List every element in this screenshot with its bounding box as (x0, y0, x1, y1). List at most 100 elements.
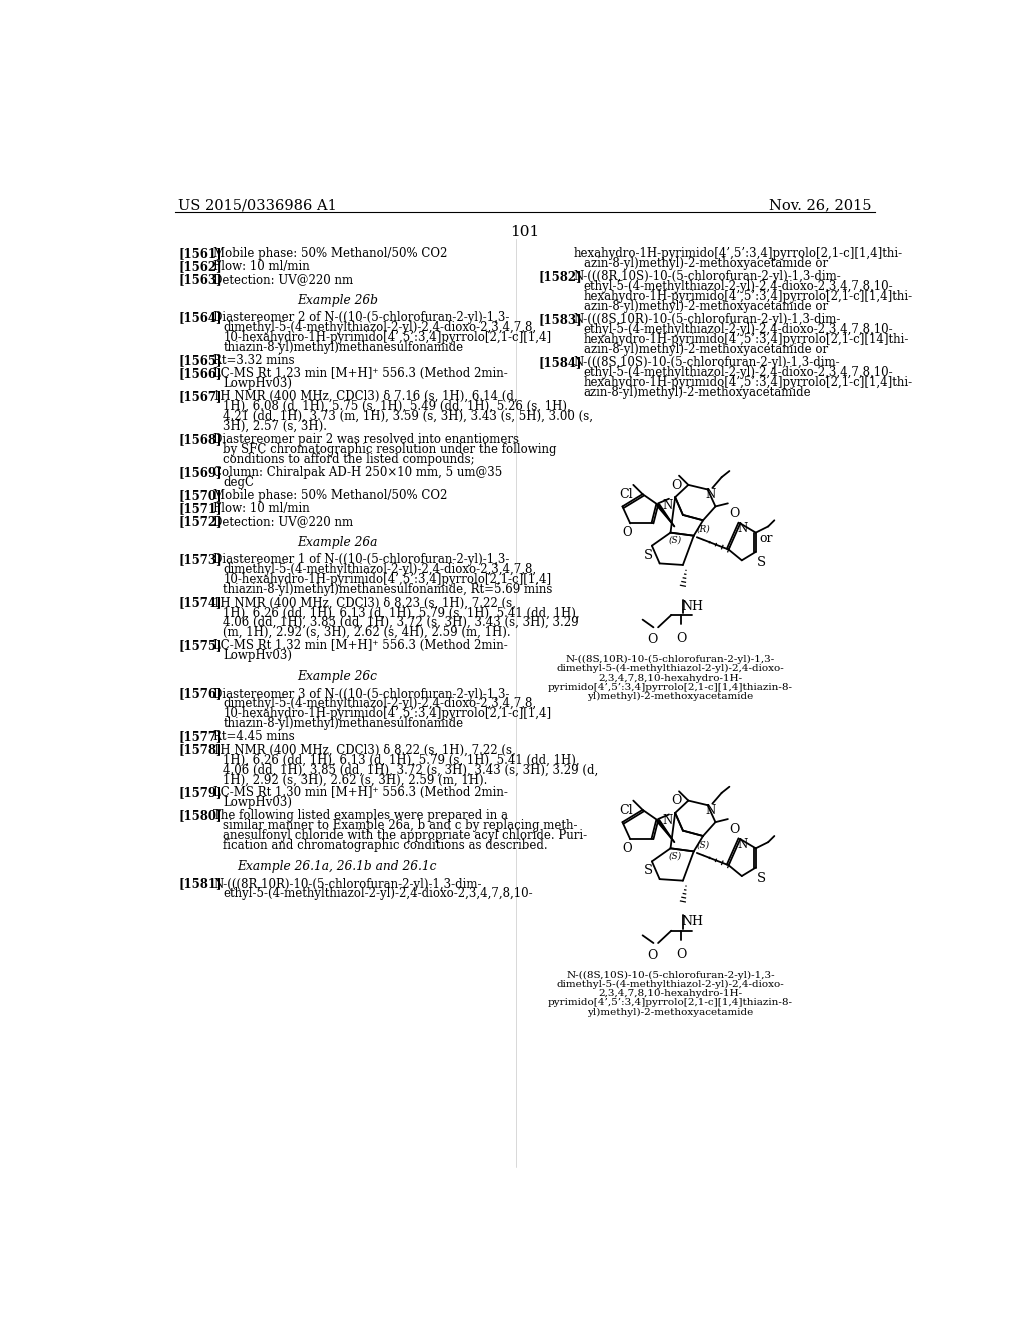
Text: hexahydro-1H-pyrimido[4’,5’:3,4]pyrrolo[2,1-c][1,4]thi-: hexahydro-1H-pyrimido[4’,5’:3,4]pyrrolo[… (584, 376, 912, 388)
Text: NH: NH (681, 915, 703, 928)
Text: hexahydro-1H-pyrimido[4’,5’:3,4]pyrrolo[2,1-c][1,4]thi-: hexahydro-1H-pyrimido[4’,5’:3,4]pyrrolo[… (584, 290, 912, 302)
Text: 101: 101 (510, 224, 540, 239)
Text: LowpHv03): LowpHv03) (223, 796, 292, 809)
Text: [1572]: [1572] (178, 515, 222, 528)
Text: O: O (729, 507, 739, 520)
Text: degC: degC (223, 477, 254, 488)
Text: N-(((8S,10R)-10-(5-chlorofuran-2-yl)-1,3-dim-: N-(((8S,10R)-10-(5-chlorofuran-2-yl)-1,3… (573, 313, 841, 326)
Text: (R): (R) (697, 525, 711, 533)
Text: The following listed examples were prepared in a: The following listed examples were prepa… (213, 809, 508, 822)
Text: [1580]: [1580] (178, 809, 222, 822)
Text: N-(((8R,10S)-10-(5-chlorofuran-2-yl)-1,3-dim-: N-(((8R,10S)-10-(5-chlorofuran-2-yl)-1,3… (573, 269, 842, 282)
Text: ethyl-5-(4-methylthiazol-2-yl)-2,4-dioxo-2,3,4,7,8,10-: ethyl-5-(4-methylthiazol-2-yl)-2,4-dioxo… (223, 887, 532, 900)
Text: (S): (S) (669, 851, 682, 861)
Text: dimethyl-5-(4-methylthiazol-2-yl)-2,4-dioxo-2,3,4,7,8,: dimethyl-5-(4-methylthiazol-2-yl)-2,4-di… (223, 697, 537, 710)
Text: ethyl-5-(4-methylthiazol-2-yl)-2,4-dioxo-2,3,4,7,8,10-: ethyl-5-(4-methylthiazol-2-yl)-2,4-dioxo… (584, 366, 893, 379)
Text: 3H), 2.57 (s, 3H).: 3H), 2.57 (s, 3H). (223, 420, 328, 433)
Text: dimethyl-5-(4-methylthiazol-2-yl)-2,4-dioxo-2,3,4,7,8,: dimethyl-5-(4-methylthiazol-2-yl)-2,4-di… (223, 564, 537, 577)
Text: O: O (647, 634, 657, 647)
Text: Example 26b: Example 26b (297, 294, 378, 306)
Text: [1561]: [1561] (178, 247, 222, 260)
Text: Column: Chiralpak AD-H 250×10 mm, 5 um@35: Column: Chiralpak AD-H 250×10 mm, 5 um@3… (213, 466, 503, 479)
Text: N: N (706, 804, 716, 817)
Text: dimethyl-5-(4-methylthiazol-2-yl)-2,4-dioxo-: dimethyl-5-(4-methylthiazol-2-yl)-2,4-di… (557, 664, 784, 673)
Text: Flow: 10 ml/min: Flow: 10 ml/min (213, 502, 310, 515)
Text: S: S (758, 557, 766, 569)
Text: yl)methyl)-2-methoxyacetamide: yl)methyl)-2-methoxyacetamide (588, 1007, 754, 1016)
Text: 4.21 (dd, 1H), 3.73 (m, 1H), 3.59 (s, 3H), 3.43 (s, 5H), 3.00 (s,: 4.21 (dd, 1H), 3.73 (m, 1H), 3.59 (s, 3H… (223, 411, 593, 424)
Text: [1584]: [1584] (539, 355, 583, 368)
Text: S: S (644, 549, 653, 562)
Text: NH: NH (681, 599, 703, 612)
Text: fication and chromatographic conditions as described.: fication and chromatographic conditions … (223, 840, 548, 853)
Text: [1582]: [1582] (539, 269, 583, 282)
Text: N: N (663, 499, 673, 512)
Text: or: or (760, 532, 773, 545)
Text: Mobile phase: 50% Methanol/50% CO2: Mobile phase: 50% Methanol/50% CO2 (213, 488, 447, 502)
Text: azin-8-yl)methyl)-2-methoxyacetamide or: azin-8-yl)methyl)-2-methoxyacetamide or (584, 300, 827, 313)
Text: S: S (758, 873, 766, 886)
Text: US 2015/0336986 A1: US 2015/0336986 A1 (178, 198, 337, 213)
Text: 4.06 (dd, 1H), 3.85 (dd, 1H), 3.72 (s, 3H), 3.43 (s, 3H), 3.29: 4.06 (dd, 1H), 3.85 (dd, 1H), 3.72 (s, 3… (223, 616, 579, 630)
Text: [1567]: [1567] (178, 391, 222, 404)
Text: (S): (S) (669, 536, 682, 545)
Text: Example 26c: Example 26c (297, 669, 377, 682)
Text: 1H NMR (400 MHz, CDCl3) δ 7.16 (s, 1H), 6.14 (d,: 1H NMR (400 MHz, CDCl3) δ 7.16 (s, 1H), … (213, 391, 518, 404)
Text: 1H), 6.26 (dd, 1H), 6.13 (d, 1H), 5.79 (s, 1H), 5.41 (dd, 1H),: 1H), 6.26 (dd, 1H), 6.13 (d, 1H), 5.79 (… (223, 606, 580, 619)
Text: [1574]: [1574] (178, 597, 222, 610)
Text: azin-8-yl)methyl)-2-methoxyacetamide or: azin-8-yl)methyl)-2-methoxyacetamide or (584, 257, 827, 269)
Text: 10-hexahydro-1H-pyrimido[4’,5’:3,4]pyrrolo[2,1-c][1,4]: 10-hexahydro-1H-pyrimido[4’,5’:3,4]pyrro… (223, 573, 552, 586)
Text: hexahydro-1H-pyrimido[4’,5’:3,4]pyrrolo[2,1-c][14]thi-: hexahydro-1H-pyrimido[4’,5’:3,4]pyrrolo[… (584, 333, 909, 346)
Text: dimethyl-5-(4-methylthiazol-2-yl)-2,4-dioxo-: dimethyl-5-(4-methylthiazol-2-yl)-2,4-di… (557, 979, 784, 989)
Text: [1577]: [1577] (178, 730, 222, 743)
Text: 4.06 (dd, 1H), 3.85 (dd, 1H), 3.72 (s, 3H), 3.43 (s, 3H), 3.29 (d,: 4.06 (dd, 1H), 3.85 (dd, 1H), 3.72 (s, 3… (223, 763, 599, 776)
Text: O: O (677, 948, 687, 961)
Text: [1583]: [1583] (539, 313, 583, 326)
Text: [1570]: [1570] (178, 488, 222, 502)
Text: 1H NMR (400 MHz, CDCl3) δ 8.22 (s, 1H), 7.22 (s,: 1H NMR (400 MHz, CDCl3) δ 8.22 (s, 1H), … (213, 743, 516, 756)
Text: pyrimido[4’,5’:3,4]pyrrolo[2,1-c][1,4]thiazin-8-: pyrimido[4’,5’:3,4]pyrrolo[2,1-c][1,4]th… (548, 682, 793, 692)
Text: [1563]: [1563] (178, 273, 222, 286)
Text: 1H), 6.26 (dd, 1H), 6.13 (d, 1H), 5.79 (s, 1H), 5.41 (dd, 1H),: 1H), 6.26 (dd, 1H), 6.13 (d, 1H), 5.79 (… (223, 754, 580, 767)
Text: thiazin-8-yl)methyl)methanesulfonamide: thiazin-8-yl)methyl)methanesulfonamide (223, 342, 464, 354)
Text: 10-hexahydro-1H-pyrimido[4’,5’:3,4]pyrrolo[2,1-c][1,4]: 10-hexahydro-1H-pyrimido[4’,5’:3,4]pyrro… (223, 331, 552, 345)
Text: Cl: Cl (620, 488, 633, 502)
Text: ethyl-5-(4-methylthiazol-2-yl)-2,4-dioxo-2,3,4,7,8,10-: ethyl-5-(4-methylthiazol-2-yl)-2,4-dioxo… (584, 280, 893, 293)
Text: [1571]: [1571] (178, 502, 222, 515)
Text: (S): (S) (697, 841, 710, 850)
Text: thiazin-8-yl)methyl)methanesulfonamide: thiazin-8-yl)methyl)methanesulfonamide (223, 717, 464, 730)
Text: [1578]: [1578] (178, 743, 222, 756)
Text: O: O (623, 842, 632, 855)
Text: 1H NMR (400 MHz, CDCl3) δ 8.23 (s, 1H), 7.22 (s,: 1H NMR (400 MHz, CDCl3) δ 8.23 (s, 1H), … (213, 597, 516, 610)
Text: N-((8S,10S)-10-(5-chlorofuran-2-yl)-1,3-: N-((8S,10S)-10-(5-chlorofuran-2-yl)-1,3- (566, 970, 775, 979)
Text: Mobile phase: 50% Methanol/50% CO2: Mobile phase: 50% Methanol/50% CO2 (213, 247, 447, 260)
Text: [1579]: [1579] (178, 787, 222, 800)
Text: hexahydro-1H-pyrimido[4’,5’:3,4]pyrrolo[2,1-c][1,4]thi-: hexahydro-1H-pyrimido[4’,5’:3,4]pyrrolo[… (573, 247, 903, 260)
Text: (m, 1H), 2.92 (s, 3H), 2.62 (s, 4H), 2.59 (m, 1H).: (m, 1H), 2.92 (s, 3H), 2.62 (s, 4H), 2.5… (223, 626, 511, 639)
Text: pyrimido[4’,5’:3,4]pyrrolo[2,1-c][1,4]thiazin-8-: pyrimido[4’,5’:3,4]pyrrolo[2,1-c][1,4]th… (548, 998, 793, 1007)
Text: O: O (672, 795, 682, 808)
Polygon shape (656, 504, 675, 527)
Text: LC-MS Rt 1.23 min [M+H]⁺ 556.3 (Method 2min-: LC-MS Rt 1.23 min [M+H]⁺ 556.3 (Method 2… (213, 367, 508, 380)
Text: Example 26.1a, 26.1b and 26.1c: Example 26.1a, 26.1b and 26.1c (238, 859, 437, 873)
Text: N-(((8R,10R)-10-(5-chlorofuran-2-yl)-1,3-dim-: N-(((8R,10R)-10-(5-chlorofuran-2-yl)-1,3… (213, 878, 481, 891)
Text: dimethyl-5-(4-methylthiazol-2-yl)-2,4-dioxo-2,3,4,7,8,: dimethyl-5-(4-methylthiazol-2-yl)-2,4-di… (223, 321, 537, 334)
Text: Flow: 10 ml/min: Flow: 10 ml/min (213, 260, 310, 273)
Text: O: O (647, 949, 657, 962)
Text: Detection: UV@220 nm: Detection: UV@220 nm (213, 273, 353, 286)
Text: LC-MS Rt 1.32 min [M+H]⁺ 556.3 (Method 2min-: LC-MS Rt 1.32 min [M+H]⁺ 556.3 (Method 2… (213, 639, 508, 652)
Text: ethyl-5-(4-methylthiazol-2-yl)-2,4-dioxo-2,3,4,7,8,10-: ethyl-5-(4-methylthiazol-2-yl)-2,4-dioxo… (584, 323, 893, 335)
Polygon shape (656, 820, 675, 842)
Text: N-(((8S,10S)-10-(5-chlorofuran-2-yl)-1,3-dim-: N-(((8S,10S)-10-(5-chlorofuran-2-yl)-1,3… (573, 355, 841, 368)
Text: S: S (644, 865, 653, 878)
Text: N: N (706, 488, 716, 502)
Text: similar manner to Example 26a, b and c by replacing meth-: similar manner to Example 26a, b and c b… (223, 820, 578, 832)
Text: [1562]: [1562] (178, 260, 222, 273)
Text: 1H), 6.08 (d, 1H), 5.75 (s, 1H), 5.49 (dd, 1H), 5.26 (s, 1H),: 1H), 6.08 (d, 1H), 5.75 (s, 1H), 5.49 (d… (223, 400, 571, 413)
Text: Rt=4.45 mins: Rt=4.45 mins (213, 730, 295, 743)
Text: by SFC chromatographic resolution under the following: by SFC chromatographic resolution under … (223, 444, 557, 457)
Text: [1568]: [1568] (178, 433, 222, 446)
Text: N: N (737, 838, 748, 850)
Text: 1H), 2.92 (s, 3H), 2.62 (s, 3H), 2.59 (m, 1H).: 1H), 2.92 (s, 3H), 2.62 (s, 3H), 2.59 (m… (223, 774, 487, 787)
Text: azin-8-yl)methyl)-2-methoxyacetamide or: azin-8-yl)methyl)-2-methoxyacetamide or (584, 343, 827, 355)
